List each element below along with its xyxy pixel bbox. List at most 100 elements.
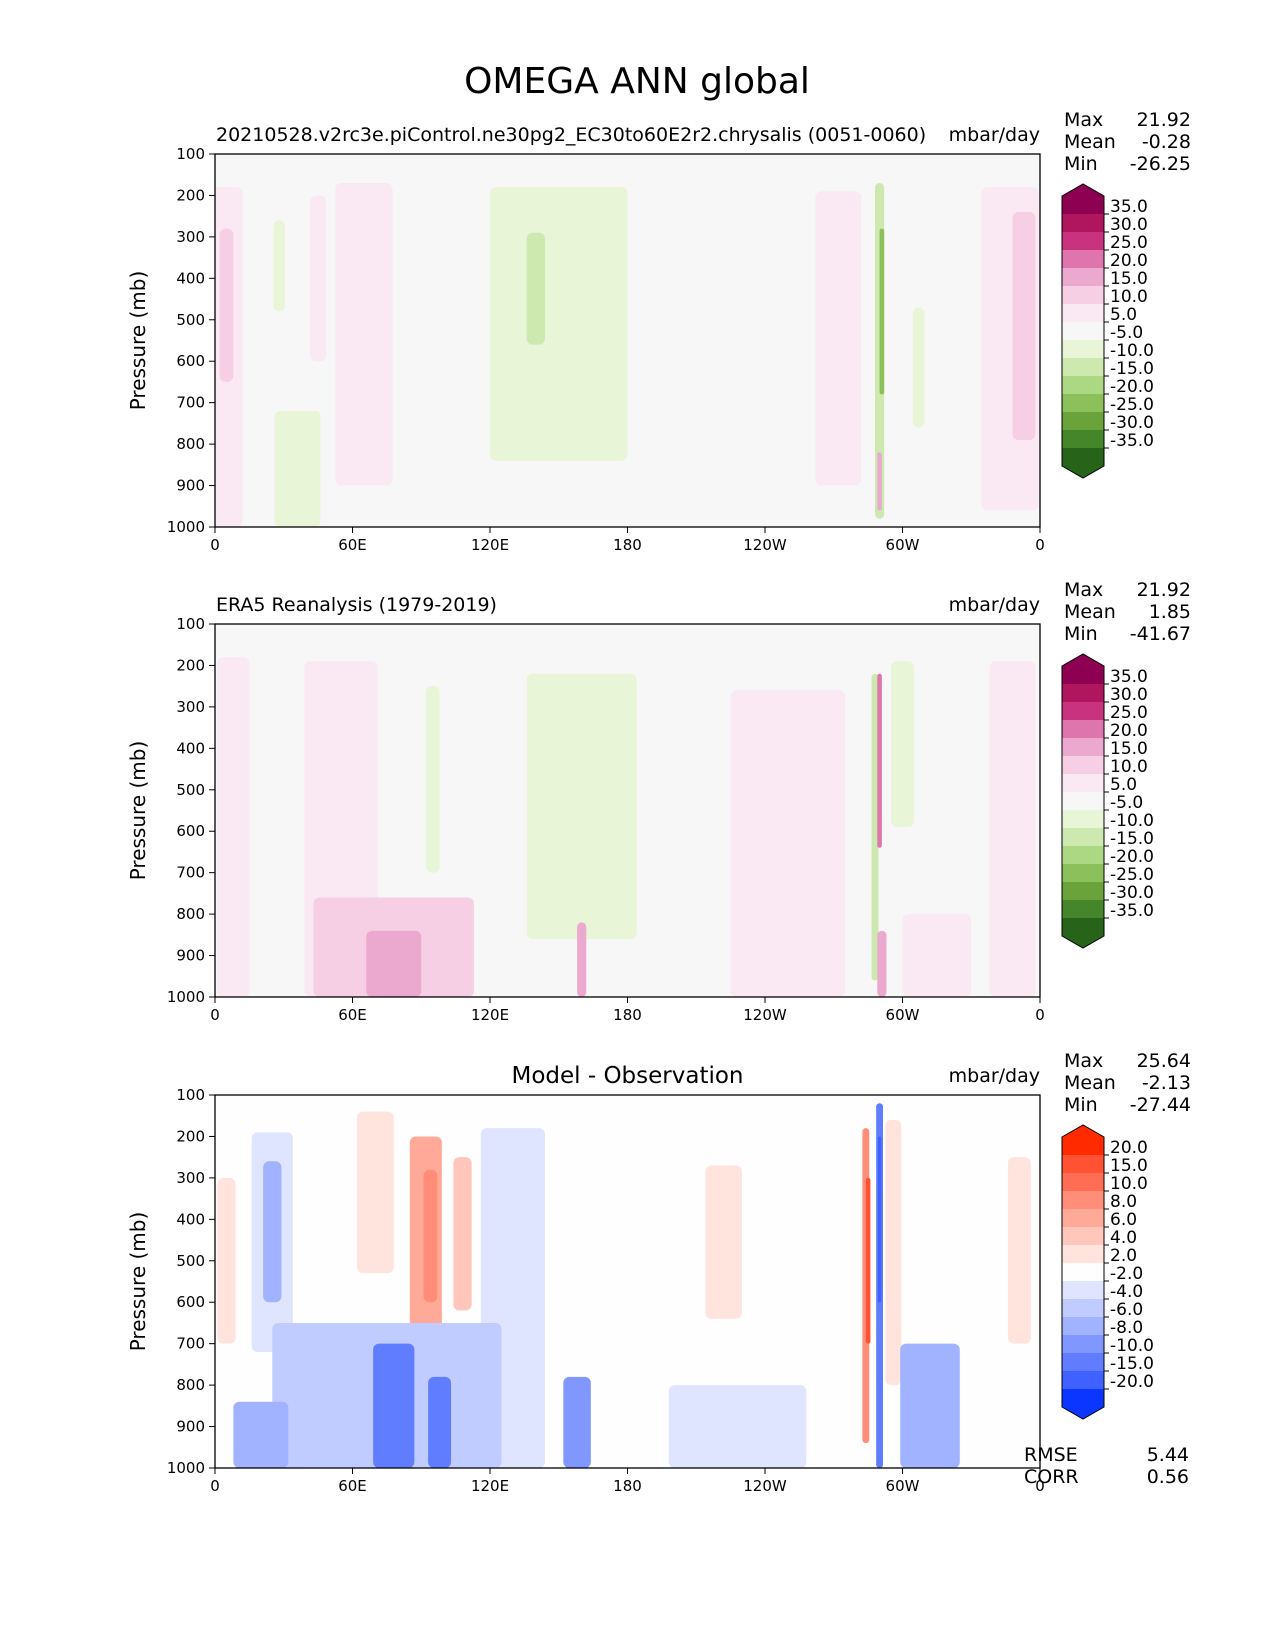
y-tick-label: 100	[176, 145, 205, 163]
colorbar-segment	[1062, 756, 1104, 775]
stat-value: -0.28	[1142, 131, 1191, 153]
colorbar-label: -25.0	[1110, 865, 1154, 885]
colorbar-segment	[1062, 214, 1104, 233]
colorbar-label: -10.0	[1110, 341, 1154, 361]
colorbar-label: -2.0	[1110, 1264, 1143, 1284]
contour-feature	[989, 661, 1036, 997]
triangle-up-icon	[1062, 184, 1104, 214]
stat-value: 21.92	[1137, 579, 1191, 601]
panel-1: 0 60E 120E 180 120W 60W 0 100 200 300 400 500 600 700…	[126, 109, 1191, 554]
y-tick-label: 200	[176, 656, 205, 674]
contour-feature	[425, 686, 440, 873]
y-tick-label: 600	[176, 822, 205, 840]
metric-value: 0.56	[1147, 1466, 1189, 1488]
x-tick-label: 120E	[471, 536, 509, 554]
colorbar-segment	[1062, 232, 1104, 251]
contour-feature	[233, 1401, 289, 1468]
colorbar-segment	[1062, 286, 1104, 305]
x-tick-label: 120W	[743, 1006, 787, 1024]
y-axis-label: Pressure (mb)	[126, 271, 150, 411]
colorbar-segment	[1062, 846, 1104, 865]
colorbar-segment	[1062, 1371, 1104, 1390]
contour-feature	[423, 1169, 438, 1303]
colorbar-segment	[1062, 412, 1104, 431]
x-tick-label: 120E	[471, 1006, 509, 1024]
panel-title: ERA5 Reanalysis (1979-2019)	[216, 594, 497, 616]
y-tick-label: 600	[176, 1293, 205, 1311]
colorbar-segment	[1062, 1317, 1104, 1336]
contour-feature	[263, 1161, 282, 1303]
colorbar-label: -8.0	[1110, 1318, 1143, 1338]
colorbar-label: -20.0	[1110, 1372, 1154, 1392]
y-tick-label: 400	[176, 739, 205, 757]
contour-feature	[885, 1119, 902, 1386]
x-tick-label: 0	[1035, 1477, 1045, 1495]
y-tick-label: 900	[176, 947, 205, 965]
contour-feature	[274, 410, 321, 527]
x-tick-label: 60E	[338, 1006, 367, 1024]
contour-feature	[815, 191, 862, 486]
contour-feature	[900, 1343, 960, 1468]
x-tick-label: 120W	[743, 1477, 787, 1495]
x-tick-label: 120E	[471, 1477, 509, 1495]
y-tick-label: 1000	[167, 518, 205, 536]
colorbar-segment	[1062, 268, 1104, 287]
contour-feature	[217, 1177, 236, 1344]
y-tick-label: 600	[176, 352, 205, 370]
contour-feature	[1012, 212, 1036, 440]
panel-3: 0 60E 120E 180 120W 60W 0 100 200 300 400 500 600 700…	[126, 1050, 1191, 1495]
colorbar-label: -4.0	[1110, 1282, 1143, 1302]
colorbar-label: -5.0	[1110, 793, 1143, 813]
colorbar-label: 10.0	[1110, 1174, 1148, 1194]
units-label: mbar/day	[949, 124, 1040, 146]
colorbar-label: 25.0	[1110, 233, 1148, 253]
contour-feature	[871, 673, 879, 981]
y-tick-label: 200	[176, 186, 205, 204]
colorbar-segment	[1062, 702, 1104, 721]
contour-feature	[865, 1177, 871, 1344]
colorbar-outline	[1061, 1124, 1105, 1420]
colorbar-label: 20.0	[1110, 251, 1148, 271]
y-tick-label: 300	[176, 1169, 205, 1187]
contour-feature	[366, 930, 422, 997]
colorbar-label: -10.0	[1110, 811, 1154, 831]
x-tick-label: 0	[1035, 536, 1045, 554]
contour-feature	[577, 922, 587, 997]
stat-value: -2.13	[1142, 1072, 1191, 1094]
colorbar-label: 35.0	[1110, 197, 1148, 217]
colorbar-segment	[1062, 1281, 1104, 1300]
colorbar-label: 35.0	[1110, 667, 1148, 687]
colorbar-label: 8.0	[1110, 1192, 1137, 1212]
stat-value: -27.44	[1130, 1094, 1191, 1116]
y-axis-label: Pressure (mb)	[126, 741, 150, 881]
y-tick-label: 900	[176, 477, 205, 495]
colorbar-label: -35.0	[1110, 431, 1154, 451]
colorbar: 35.030.025.020.015.010.05.0-5.0-10.0-15.…	[1061, 183, 1154, 479]
contour-feature	[428, 1376, 452, 1468]
colorbar-label: -15.0	[1110, 359, 1154, 379]
x-tick-label: 0	[210, 1006, 220, 1024]
colorbar-segment	[1062, 1191, 1104, 1210]
contour-feature	[357, 1111, 394, 1274]
y-tick-label: 100	[176, 1086, 205, 1104]
colorbar-segment	[1062, 810, 1104, 829]
colorbar-segment	[1062, 792, 1104, 811]
contour-feature	[879, 228, 885, 395]
stat-value: 21.92	[1137, 109, 1191, 131]
contour-feature	[1007, 1157, 1031, 1344]
y-tick-label: 700	[176, 1335, 205, 1353]
contour-feature	[877, 930, 887, 997]
colorbar-segment	[1062, 720, 1104, 739]
x-tick-label: 60E	[338, 536, 367, 554]
panel-2: 0 60E 120E 180 120W 60W 0 100 200 300 400 500 600 700…	[126, 579, 1191, 1024]
stat-value: -26.25	[1130, 153, 1191, 175]
units-label: mbar/day	[949, 1065, 1040, 1087]
stat-label: Max	[1064, 109, 1103, 131]
stat-label: Min	[1064, 153, 1098, 175]
x-tick-label: 60W	[886, 1006, 920, 1024]
colorbar-label: -10.0	[1110, 1336, 1154, 1356]
metric-value: 5.44	[1147, 1444, 1189, 1466]
contour-feature	[668, 1385, 807, 1468]
x-tick-label: 60W	[886, 1477, 920, 1495]
contour-feature	[526, 232, 545, 345]
